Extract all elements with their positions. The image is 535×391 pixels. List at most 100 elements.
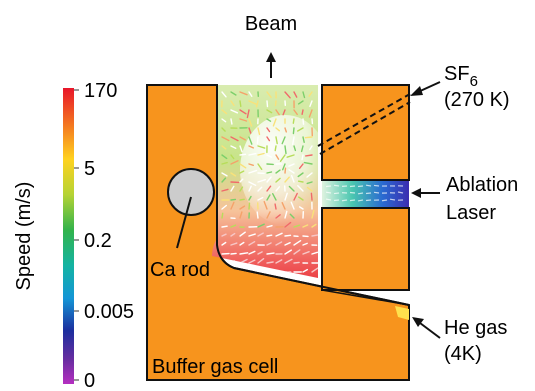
flow-arrow [221, 225, 228, 228]
flow-arrow [256, 211, 259, 219]
flow-arrow [239, 118, 248, 122]
flow-arrow [309, 145, 313, 151]
flow-arrow [221, 212, 224, 219]
flow-arrow [248, 169, 258, 174]
flow-arrow [248, 145, 255, 149]
cell-lower-right-block [321, 207, 410, 291]
flow-arrow [257, 163, 263, 171]
flow-arrow [221, 233, 227, 237]
flow-arrow [297, 180, 304, 183]
flow-arrow [221, 172, 228, 177]
colorbar-tick-170: 170 [84, 80, 117, 102]
flow-arrow [305, 154, 313, 157]
flow-channel-outline [216, 85, 410, 306]
flow-arrow [230, 145, 237, 150]
flow-arrow [308, 109, 313, 118]
colorbar-axis-label: Speed (m/s) [13, 182, 35, 291]
flow-arrow [257, 223, 265, 228]
flow-arrow [248, 202, 251, 210]
flow-arrow [266, 109, 273, 114]
flow-arrow [284, 192, 288, 201]
flow-arrow [266, 185, 272, 192]
flow-arrow [302, 250, 310, 255]
flow-arrow [266, 194, 271, 201]
flow-arrow [221, 188, 229, 192]
sf6-temperature-label: (270 K) [444, 89, 510, 111]
flow-arrow [298, 163, 304, 170]
flow-arrow [293, 109, 298, 116]
flow-arrow [303, 161, 313, 165]
flow-arrow [306, 181, 313, 185]
flow-arrow [275, 109, 280, 116]
flow-arrow [275, 169, 281, 174]
flow-arrow [284, 241, 291, 246]
colorbar-tick-5: 5 [84, 158, 95, 180]
ablation-arrow [325, 185, 332, 188]
flow-arrow [257, 145, 266, 149]
flow-arrow [230, 232, 236, 237]
flow-arrow [292, 136, 295, 146]
ca-rod-pointer [176, 196, 192, 249]
flow-arrow [311, 223, 317, 228]
flow-arrow [239, 178, 244, 183]
flow-arrow [230, 252, 237, 255]
ablation-arrow [365, 184, 372, 187]
flow-arrow [230, 91, 237, 96]
flow-arrow [248, 91, 253, 98]
flow-arrow [257, 258, 265, 264]
flow-arrow [221, 204, 228, 210]
flow-arrow [293, 192, 298, 201]
ablation-arrow [373, 191, 380, 194]
flow-arrow [248, 185, 252, 192]
cell-upper-right-block [321, 84, 410, 181]
flow-arrow [230, 201, 235, 210]
ablation-arrow [357, 199, 364, 202]
flow-arrow [297, 127, 304, 132]
ablation-arrow [389, 198, 396, 201]
flow-arrow [284, 176, 290, 183]
flow-arrow [248, 118, 253, 127]
he-gas-label-line1: He gas [444, 317, 507, 339]
flow-arrow [257, 186, 263, 192]
flow-arrow [239, 100, 242, 108]
ablation-arrow [333, 192, 340, 195]
flow-arrow [248, 250, 256, 255]
flow-arrow [293, 91, 298, 98]
flow-arrow [239, 241, 245, 246]
flow-region [212, 85, 318, 278]
ca-rod-label: Ca rod [150, 259, 210, 281]
sf6-injection-line-b [319, 101, 411, 155]
sf6-arrow-head [410, 86, 423, 96]
flow-arrow [266, 118, 272, 122]
flow-arrow [284, 210, 288, 219]
flow-arrow [284, 127, 287, 133]
flow-arrow [266, 242, 272, 246]
flow-arrow [311, 209, 315, 219]
flow-arrow [274, 203, 277, 210]
flow-arrow [293, 224, 301, 228]
flow-arrow [248, 152, 257, 156]
flow-arrow [239, 198, 245, 201]
flow-arrow [256, 136, 259, 145]
flow-arrow [297, 100, 304, 105]
ablation-flow-arrows [325, 184, 404, 202]
flow-arrow [302, 136, 305, 144]
flow-arrow [248, 233, 256, 237]
flow-arrow [306, 186, 313, 192]
flow-arrow [255, 100, 259, 108]
flow-arrow [248, 163, 255, 167]
flow-arrow [272, 118, 277, 127]
flow-arrow [266, 211, 271, 219]
flow-arrow [292, 118, 295, 124]
flow-arrow [281, 201, 286, 210]
colorbar-tick-0: 0 [84, 370, 95, 391]
flow-arrow [230, 109, 239, 114]
flow-arrow [230, 118, 233, 125]
flow-arrow [248, 100, 257, 105]
flow-arrow [308, 91, 313, 97]
flow-arrow [266, 154, 273, 158]
colorbar-tick-0-2: 0.2 [84, 230, 112, 252]
flow-arrow [284, 258, 293, 264]
ablation-arrow [333, 184, 340, 187]
flow-arrow [304, 136, 313, 139]
